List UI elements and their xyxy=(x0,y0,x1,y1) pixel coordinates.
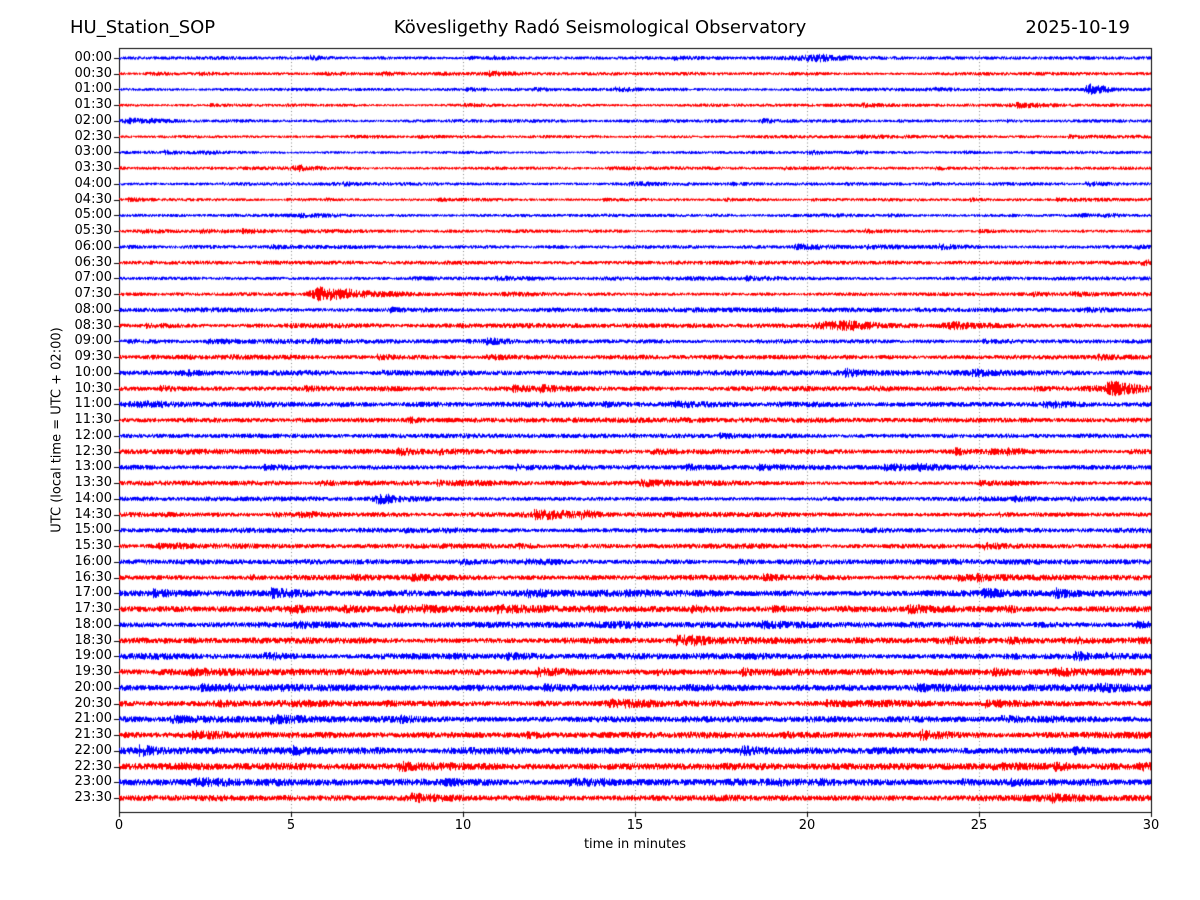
y-tick-label: 20:30 xyxy=(74,695,112,711)
y-tick-label: 07:30 xyxy=(74,286,112,302)
x-tick-label: 15 xyxy=(626,818,644,833)
y-tick-label: 10:00 xyxy=(74,364,112,380)
y-tick-label: 12:00 xyxy=(74,427,112,443)
y-tick-label: 02:30 xyxy=(74,128,112,144)
y-tick-label: 14:30 xyxy=(74,506,112,522)
x-tick-label: 0 xyxy=(114,818,124,833)
y-tick-label: 09:00 xyxy=(74,333,112,349)
y-tick-label: 13:00 xyxy=(74,459,112,475)
station-title: HU_Station_SOP xyxy=(70,17,216,38)
y-tick-label: 04:30 xyxy=(74,191,112,207)
observatory-title: Kövesligethy Radó Seismological Observat… xyxy=(393,17,807,38)
y-tick-label: 17:00 xyxy=(74,585,112,601)
x-tick-label: 5 xyxy=(286,818,296,833)
y-tick-label: 11:30 xyxy=(74,412,112,428)
y-tick-label: 18:00 xyxy=(74,616,112,632)
y-tick-label: 19:30 xyxy=(74,664,112,680)
y-tick-label: 21:00 xyxy=(74,711,112,727)
y-tick-label: 19:00 xyxy=(74,648,112,664)
y-tick-label: 15:00 xyxy=(74,522,112,538)
y-tick-label: 06:00 xyxy=(74,238,112,254)
y-tick-label: 16:00 xyxy=(74,553,112,569)
y-tick-label: 00:00 xyxy=(74,50,112,65)
y-tick-label: 12:30 xyxy=(74,443,112,459)
y-tick-label: 01:30 xyxy=(74,97,112,113)
y-tick-label: 22:30 xyxy=(74,758,112,774)
y-tick-label: 05:30 xyxy=(74,223,112,239)
y-tick-label: 06:30 xyxy=(74,254,112,270)
y-tick-label: 07:00 xyxy=(74,270,112,286)
y-tick-label: 21:30 xyxy=(74,727,112,743)
y-tick-label: 05:00 xyxy=(74,207,112,223)
y-tick-label: 00:30 xyxy=(74,65,112,81)
y-tick-label: 17:30 xyxy=(74,601,112,617)
y-tick-label: 14:00 xyxy=(74,490,112,506)
x-tick-label: 25 xyxy=(970,818,988,833)
y-tick-label: 23:00 xyxy=(74,774,112,790)
y-tick-label: 10:30 xyxy=(74,380,112,396)
y-tick-label: 08:30 xyxy=(74,317,112,333)
y-tick-label: 22:00 xyxy=(74,742,112,758)
x-tick-label: 20 xyxy=(798,818,816,833)
x-tick-label: 10 xyxy=(454,818,472,833)
y-tick-label: 04:00 xyxy=(74,175,112,191)
y-tick-label: 03:00 xyxy=(74,144,112,160)
y-tick-label: 08:00 xyxy=(74,301,112,317)
date-label: 2025-10-19 xyxy=(1025,17,1130,38)
y-tick-label: 01:00 xyxy=(74,81,112,97)
y-tick-label: 02:00 xyxy=(74,112,112,128)
x-axis-label: time in minutes xyxy=(583,837,687,852)
y-tick-label: 11:00 xyxy=(74,396,112,412)
y-tick-label: 09:30 xyxy=(74,349,112,365)
y-tick-label: 16:30 xyxy=(74,569,112,585)
y-tick-label: 03:30 xyxy=(74,160,112,176)
y-tick-label: 15:30 xyxy=(74,538,112,554)
y-tick-label: 13:30 xyxy=(74,475,112,491)
y-tick-label: 23:30 xyxy=(74,790,112,805)
y-tick-label: 18:30 xyxy=(74,632,112,648)
y-tick-label: 20:00 xyxy=(74,679,112,695)
x-tick-label: 30 xyxy=(1142,818,1160,833)
